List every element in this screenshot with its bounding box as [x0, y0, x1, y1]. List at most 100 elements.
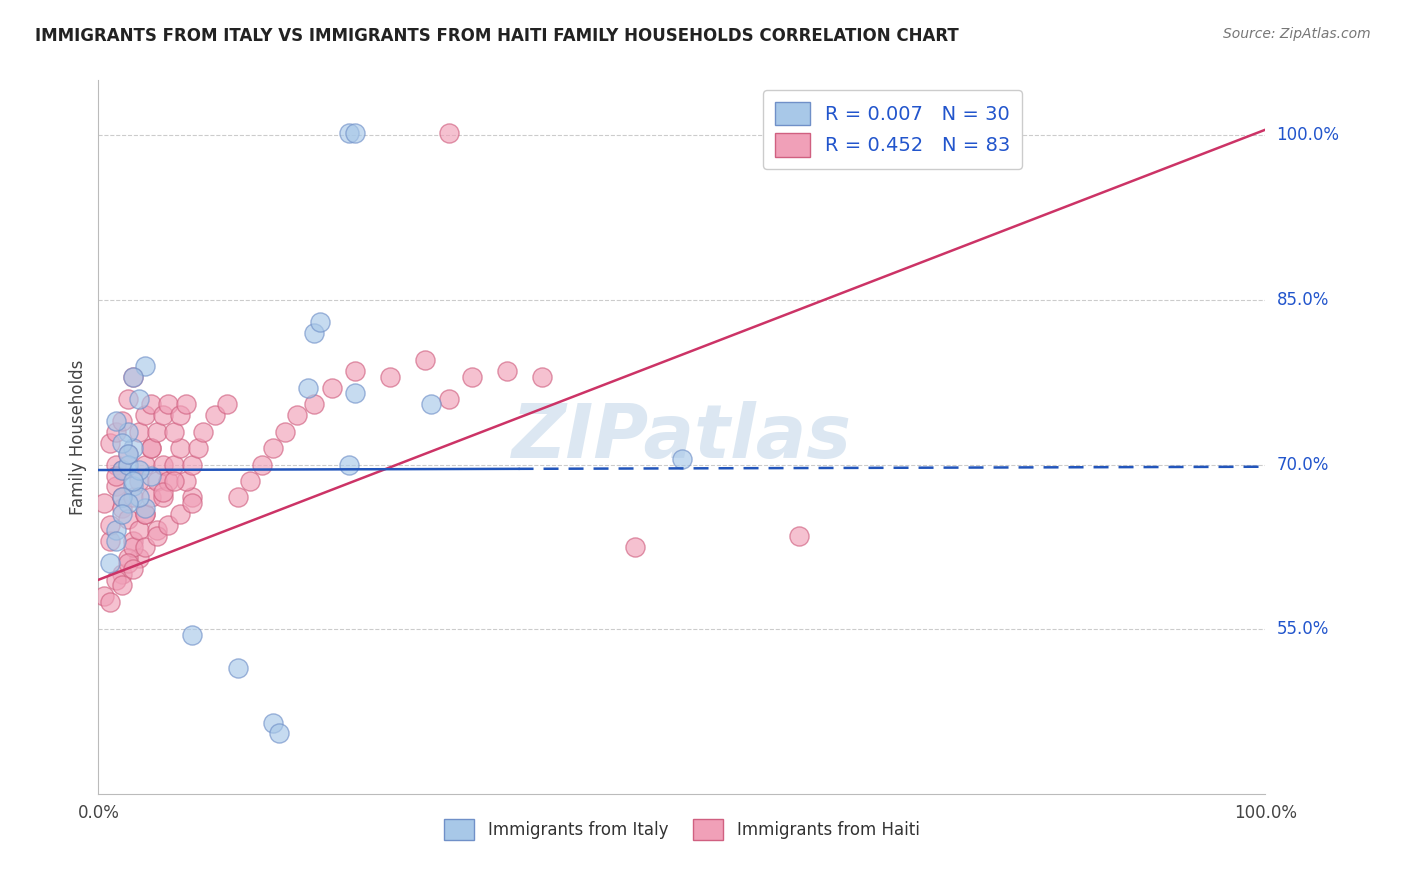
- Point: [122, 369, 145, 384]
- Point: [174, 474, 197, 488]
- Point: [146, 529, 169, 543]
- Point: [104, 458, 127, 472]
- Point: [344, 386, 367, 401]
- Point: [104, 425, 127, 439]
- Point: [134, 359, 156, 373]
- Point: [128, 392, 150, 406]
- Point: [193, 425, 215, 439]
- Point: [128, 524, 150, 538]
- Point: [169, 408, 191, 422]
- Text: ZIPatlas: ZIPatlas: [512, 401, 852, 474]
- Point: [134, 507, 156, 521]
- Point: [104, 414, 127, 428]
- Point: [152, 408, 174, 422]
- Point: [285, 408, 308, 422]
- Point: [269, 726, 291, 740]
- Point: [117, 496, 139, 510]
- Text: 100.0%: 100.0%: [1277, 126, 1340, 145]
- Point: [163, 474, 186, 488]
- Text: Source: ZipAtlas.com: Source: ZipAtlas.com: [1223, 27, 1371, 41]
- Point: [215, 397, 238, 411]
- Point: [671, 452, 693, 467]
- Point: [624, 540, 647, 554]
- Point: [437, 392, 460, 406]
- Point: [304, 326, 326, 340]
- Point: [174, 397, 197, 411]
- Point: [274, 425, 297, 439]
- Point: [122, 441, 145, 455]
- Point: [117, 550, 139, 565]
- Point: [337, 458, 360, 472]
- Point: [117, 392, 139, 406]
- Point: [111, 435, 134, 450]
- Text: 85.0%: 85.0%: [1277, 291, 1329, 309]
- Point: [157, 517, 180, 532]
- Point: [420, 397, 443, 411]
- Point: [146, 425, 169, 439]
- Point: [93, 496, 115, 510]
- Point: [134, 458, 156, 472]
- Point: [250, 458, 273, 472]
- Point: [187, 441, 209, 455]
- Point: [128, 474, 150, 488]
- Point: [117, 512, 139, 526]
- Point: [437, 126, 460, 140]
- Point: [111, 501, 134, 516]
- Point: [152, 485, 174, 500]
- Point: [163, 425, 186, 439]
- Text: 55.0%: 55.0%: [1277, 620, 1329, 638]
- Point: [117, 458, 139, 472]
- Point: [104, 524, 127, 538]
- Point: [128, 550, 150, 565]
- Point: [344, 126, 367, 140]
- Point: [98, 534, 121, 549]
- Point: [104, 573, 127, 587]
- Point: [169, 507, 191, 521]
- Point: [134, 507, 156, 521]
- Point: [111, 567, 134, 582]
- Point: [180, 458, 202, 472]
- Point: [380, 369, 402, 384]
- Point: [98, 435, 121, 450]
- Point: [111, 463, 134, 477]
- Point: [111, 491, 134, 505]
- Point: [139, 441, 162, 455]
- Point: [134, 408, 156, 422]
- Point: [128, 463, 150, 477]
- Point: [128, 425, 150, 439]
- Point: [228, 491, 250, 505]
- Point: [180, 496, 202, 510]
- Text: IMMIGRANTS FROM ITALY VS IMMIGRANTS FROM HAITI FAMILY HOUSEHOLDS CORRELATION CHA: IMMIGRANTS FROM ITALY VS IMMIGRANTS FROM…: [35, 27, 959, 45]
- Point: [139, 491, 162, 505]
- Y-axis label: Family Households: Family Households: [69, 359, 87, 515]
- Point: [337, 126, 360, 140]
- Point: [134, 540, 156, 554]
- Point: [530, 369, 553, 384]
- Point: [111, 414, 134, 428]
- Point: [344, 364, 367, 378]
- Point: [104, 534, 127, 549]
- Point: [152, 491, 174, 505]
- Point: [787, 529, 810, 543]
- Point: [157, 397, 180, 411]
- Point: [413, 353, 436, 368]
- Point: [117, 446, 139, 460]
- Point: [304, 397, 326, 411]
- Point: [122, 474, 145, 488]
- Point: [309, 315, 332, 329]
- Point: [139, 468, 162, 483]
- Point: [117, 446, 139, 460]
- Point: [461, 369, 484, 384]
- Point: [111, 578, 134, 592]
- Point: [104, 468, 127, 483]
- Point: [117, 557, 139, 571]
- Point: [180, 628, 202, 642]
- Point: [122, 562, 145, 576]
- Point: [146, 524, 169, 538]
- Point: [139, 397, 162, 411]
- Point: [139, 441, 162, 455]
- Point: [228, 660, 250, 674]
- Point: [134, 501, 156, 516]
- Point: [122, 534, 145, 549]
- Point: [117, 425, 139, 439]
